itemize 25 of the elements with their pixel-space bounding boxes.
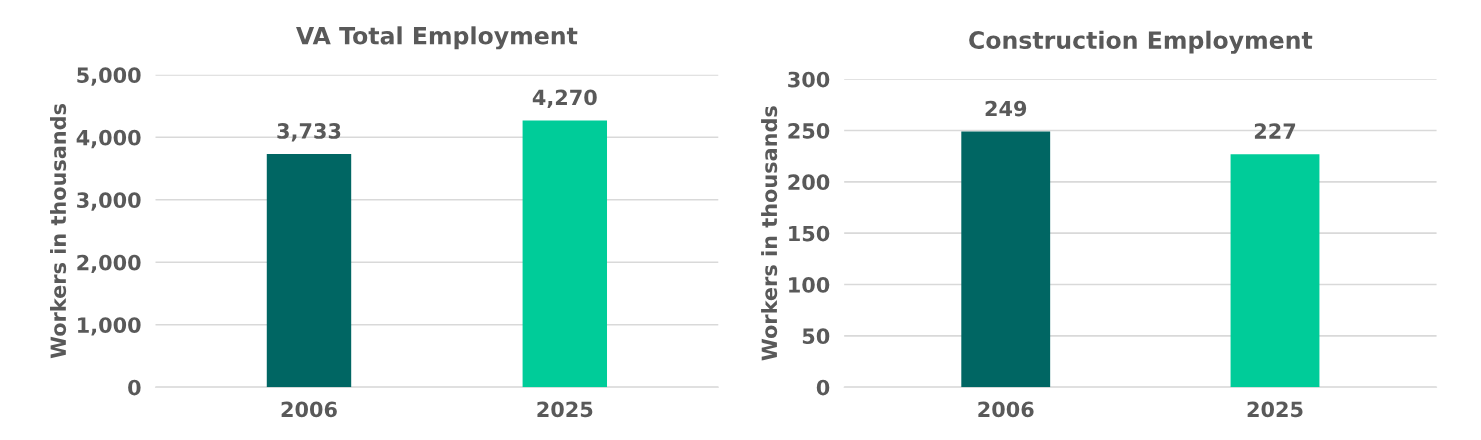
y-tick-label: 150 [789,225,830,242]
y-tick-label: 300 [788,71,830,88]
y-axis-title: Workers in thousands [761,106,778,361]
x-tick-label: 2006 [281,401,337,418]
y-axis-title: Workers in thousands [50,104,67,359]
y-tick-label: 1,000 [78,317,141,336]
y-tick-label: 0 [816,379,830,396]
y-tick-label: 250 [788,122,830,139]
data-label: 249 [985,100,1027,117]
y-tick-label: 4,000 [76,129,141,149]
chart-title: VA Total Employment [296,26,578,50]
x-tick-label: 2006 [978,401,1034,418]
y-tick-label: 200 [788,174,830,191]
data-label: 227 [1254,123,1296,139]
y-tick-label: 3,000 [77,192,141,211]
data-label: 3,733 [277,123,341,142]
y-tick-label: 0 [128,379,141,396]
chart-title: Construction Employment [969,30,1313,54]
data-label: 4,270 [532,89,597,108]
x-tick-label: 2025 [1247,401,1303,418]
y-tick-label: 100 [789,276,830,293]
y-tick-label: 2,000 [77,254,141,274]
y-tick-label: 50 [802,328,830,345]
y-tick-label: 5,000 [77,67,141,86]
x-tick-label: 2025 [537,401,593,418]
